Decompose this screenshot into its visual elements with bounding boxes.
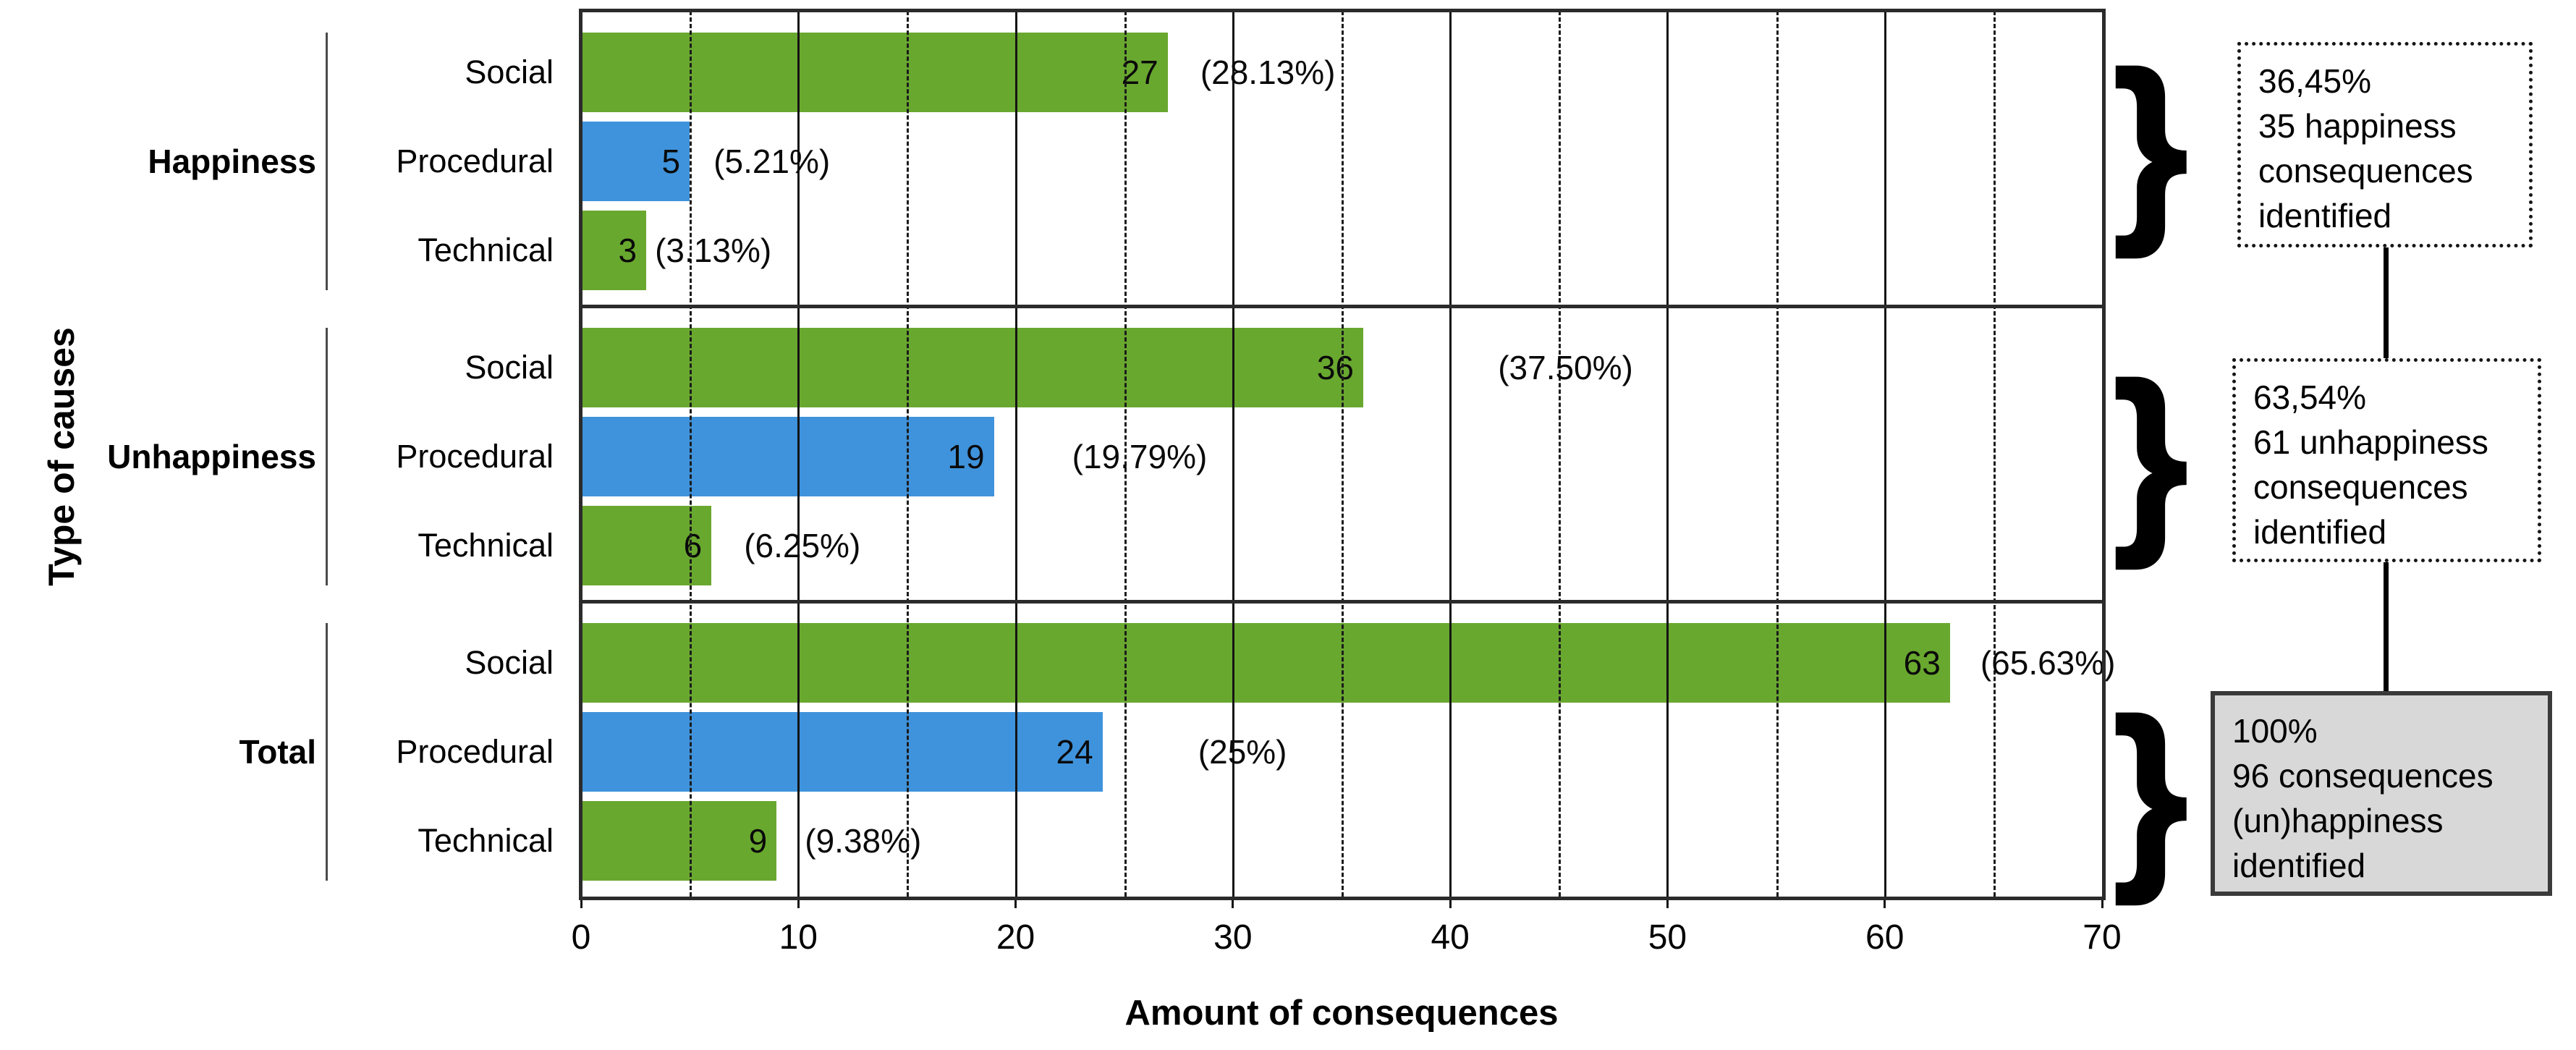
annotation-connector [2384, 247, 2389, 360]
bar-happiness-procedural: 5 [581, 122, 690, 201]
bar-total-technical: 9 [581, 801, 777, 881]
bar-happiness-technical: 3 [581, 211, 647, 290]
x-tick-label-40: 40 [1431, 918, 1470, 957]
bar-unhappiness-procedural: 19 [581, 417, 994, 496]
bar-value-label-total-technical: 9 [748, 822, 768, 860]
bar-pct-label-happiness-procedural: (5.21%) [713, 143, 831, 180]
annotation-box-1-line-1: 36,45% [2258, 62, 2372, 100]
bar-pct-label-unhappiness-technical: (6.25%) [744, 527, 861, 564]
x-tick-label-70: 70 [2083, 918, 2122, 957]
annotation-box-2-line-1: 63,54% [2253, 378, 2367, 416]
x-tick-label-20: 20 [996, 918, 1035, 957]
x-tick-label-60: 60 [1865, 918, 1905, 957]
annotation-box-2-line-3: consequences [2253, 468, 2468, 506]
plot-border [579, 9, 2106, 900]
annotation-box-2-line-4: identified [2253, 513, 2387, 551]
bar-pct-label-total-procedural: (25%) [1198, 733, 1287, 771]
category-label-happiness-technical: Technical [418, 232, 554, 268]
x-tick-mark-50 [1666, 897, 1669, 908]
bar-value-label-happiness-social: 27 [1121, 54, 1158, 91]
panel-separator [579, 600, 2106, 604]
gridline-minor-15 [907, 11, 910, 897]
x-tick-mark-30 [1232, 897, 1234, 908]
x-tick-label-30: 30 [1213, 918, 1253, 957]
gridline-minor-5 [690, 11, 692, 897]
gridline-major-30 [1232, 11, 1234, 897]
x-tick-mark-0 [580, 897, 582, 908]
gridline-minor-55 [1776, 11, 1779, 897]
category-label-total-social: Social [465, 644, 554, 681]
panel-separator [579, 305, 2106, 308]
group-label-happiness: Happiness [148, 143, 316, 180]
group-label-total: Total [239, 733, 316, 771]
bar-value-label-unhappiness-technical: 6 [683, 527, 703, 564]
x-tick-label-10: 10 [779, 918, 818, 957]
x-tick-mark-10 [797, 897, 800, 908]
group-divider-unhappiness [326, 328, 328, 585]
group-brace-unhappiness: } [2111, 342, 2189, 569]
gridline-major-40 [1449, 11, 1452, 897]
group-divider-total [326, 623, 328, 881]
category-label-unhappiness-social: Social [465, 349, 554, 386]
annotation-box-1-line-3: consequences [2258, 152, 2473, 190]
gridline-major-10 [797, 11, 800, 897]
bar-pct-label-unhappiness-procedural: (19.79%) [1072, 438, 1208, 475]
bar-value-label-unhappiness-social: 36 [1316, 349, 1355, 386]
category-label-unhappiness-procedural: Procedural [396, 438, 554, 475]
x-tick-mark-20 [1014, 897, 1017, 908]
group-brace-happiness: } [2111, 31, 2189, 258]
annotation-box-3-line-2: 96 consequences [2232, 757, 2494, 795]
category-label-happiness-procedural: Procedural [396, 143, 554, 179]
gridline-major-20 [1014, 11, 1017, 897]
annotation-box-1-line-2: 35 happiness [2258, 107, 2457, 145]
category-label-total-technical: Technical [418, 822, 554, 859]
bar-happiness-social: 27 [581, 33, 1168, 112]
bar-total-social: 63 [581, 623, 1950, 703]
annotation-connector [2384, 562, 2389, 693]
category-label-unhappiness-technical: Technical [418, 527, 554, 564]
x-axis-title: Amount of consequences [1124, 994, 1559, 1033]
annotation-box-3: 100% 96 consequences (un)happiness identifi… [2211, 691, 2552, 896]
x-tick-mark-60 [1884, 897, 1886, 908]
x-tick-label-50: 50 [1648, 918, 1687, 957]
bar-unhappiness-technical: 6 [581, 506, 712, 585]
gridline-minor-65 [1993, 11, 1996, 897]
gridline-minor-25 [1124, 11, 1127, 897]
annotation-box-1: 36,45% 35 happiness consequences identified [2237, 42, 2533, 247]
group-brace-total: } [2111, 678, 2189, 905]
bar-value-label-unhappiness-procedural: 19 [947, 438, 985, 475]
annotation-box-2: 63,54% 61 unhappiness consequences identifi… [2232, 358, 2541, 562]
annotation-box-3-line-4: identified [2232, 847, 2366, 884]
category-label-happiness-social: Social [465, 54, 554, 90]
bar-pct-label-happiness-technical: (3.13%) [655, 232, 772, 269]
category-label-total-procedural: Procedural [396, 733, 554, 770]
bar-pct-label-unhappiness-social: (37.50%) [1498, 349, 1633, 386]
bar-value-label-total-social: 63 [1903, 644, 1941, 682]
bar-value-label-happiness-technical: 3 [618, 232, 637, 269]
annotation-box-3-line-3: (un)happiness [2232, 802, 2444, 839]
x-tick-mark-40 [1449, 897, 1452, 908]
gridline-major-60 [1884, 11, 1886, 897]
gridline-major-50 [1666, 11, 1669, 897]
bar-value-label-happiness-procedural: 5 [661, 143, 681, 180]
group-divider-happiness [326, 33, 328, 290]
group-label-unhappiness: Unhappiness [107, 438, 316, 475]
bar-value-label-total-procedural: 24 [1056, 733, 1093, 771]
gridline-minor-45 [1559, 11, 1562, 897]
annotation-box-2-line-2: 61 unhappiness [2253, 423, 2488, 461]
annotation-box-3-line-1: 100% [2232, 712, 2318, 750]
x-tick-label-0: 0 [571, 918, 591, 957]
gridline-minor-35 [1342, 11, 1344, 897]
annotation-box-1-line-4: identified [2258, 197, 2392, 234]
bar-pct-label-total-social: (65.63%) [1980, 644, 2116, 682]
bar-pct-label-happiness-social: (28.13%) [1200, 54, 1336, 91]
x-tick-mark-70 [2101, 897, 2103, 908]
bar-pct-label-total-technical: (9.38%) [805, 822, 922, 860]
